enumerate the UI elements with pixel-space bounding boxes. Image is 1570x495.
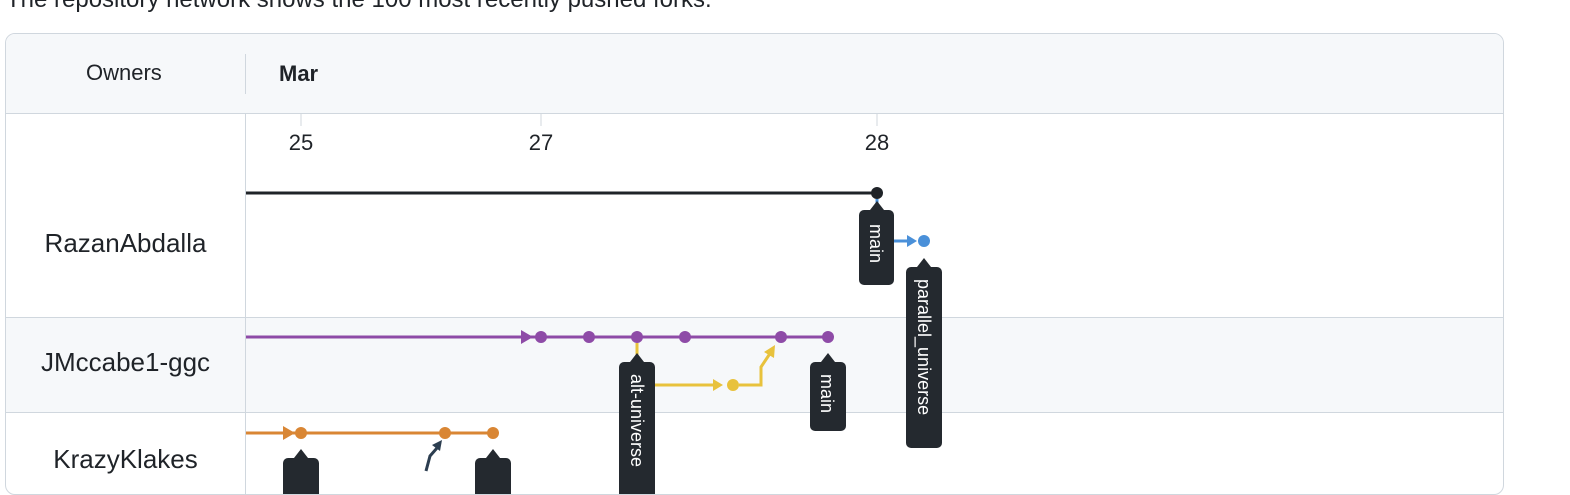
jm-main-tag-pointer	[821, 353, 835, 362]
day-label-28: 28	[865, 130, 889, 155]
owner-name-razanabdalla[interactable]: RazanAbdalla	[44, 228, 207, 258]
razan-parallel-tag-label: parallel_universe	[913, 279, 934, 415]
razan-main-tag[interactable]: main	[859, 201, 894, 285]
krazy-main-arrow	[283, 426, 295, 440]
jm-alt-fork-arrow	[713, 379, 723, 391]
krazy-tag-a-box	[283, 458, 319, 494]
jm-commit[interactable]	[775, 331, 787, 343]
jm-commit[interactable]	[583, 331, 595, 343]
day-label-27: 27	[529, 130, 553, 155]
razan-parallel-tag[interactable]: parallel_universe	[906, 258, 942, 448]
krazy-commit[interactable]	[487, 427, 499, 439]
jm-alt-tag[interactable]: alt-universe	[619, 353, 655, 495]
razan-main-tag-pointer	[870, 201, 884, 210]
krazy-tag-b-pointer	[486, 449, 500, 458]
jm-alt-tag-pointer	[630, 353, 644, 362]
jm-main-tag[interactable]: main	[810, 353, 846, 431]
owners-column-border	[245, 114, 246, 494]
owner-name-jmccabe1-ggc[interactable]: JMccabe1-ggc	[40, 347, 211, 377]
krazy-tag-a[interactable]	[283, 449, 319, 495]
jm-main-tag-box	[810, 362, 846, 431]
razan-parallel-tag-pointer	[917, 258, 931, 267]
krazy-commit[interactable]	[439, 427, 451, 439]
razan-main-commit[interactable]	[871, 187, 883, 199]
krazy-tag-b[interactable]	[475, 449, 511, 495]
razan-parallel-tag-box	[906, 267, 942, 448]
network-header: Owners Mar	[6, 34, 1503, 114]
commit-graph: 25 27 28 main parallel_universe	[246, 114, 942, 495]
krazy-merge-line	[424, 447, 439, 472]
jm-main-arrow	[521, 330, 533, 344]
jm-commit[interactable]	[535, 331, 547, 343]
owner-name-krazyklakes[interactable]: KrazyKlakes	[53, 444, 198, 474]
krazy-merge-arrow	[432, 440, 442, 451]
owner-row-jmccabe1-ggc: JMccabe1-ggc	[6, 317, 1503, 413]
krazy-commit[interactable]	[295, 427, 307, 439]
jm-alt-commit[interactable]	[727, 379, 739, 391]
owner-row-razanabdalla: RazanAbdalla	[6, 114, 1503, 317]
jm-alt-tag-box	[619, 362, 655, 494]
razan-main-tag-label: main	[866, 224, 886, 263]
jm-alt-merge-line	[739, 351, 773, 387]
day-label-25: 25	[289, 130, 313, 155]
razan-main-tag-box	[859, 210, 894, 285]
network-description: The repository network shows the 100 mos…	[6, 0, 712, 14]
krazy-tag-a-pointer	[294, 449, 308, 458]
jm-alt-tag-label: alt-universe	[627, 374, 647, 467]
owners-column-header: Owners	[86, 60, 162, 85]
month-label: Mar	[279, 61, 319, 86]
jm-commit[interactable]	[631, 331, 643, 343]
header-divider	[245, 54, 246, 94]
razan-fork-arrow	[907, 235, 917, 247]
jm-alt-merge-arrow	[764, 345, 775, 358]
network-graph-panel: Owners Mar RazanAbdalla JMccabe1-ggc Kra…	[5, 33, 1504, 495]
jm-commit[interactable]	[679, 331, 691, 343]
jm-main-tag-label: main	[817, 374, 837, 413]
razan-parallel-commit[interactable]	[918, 235, 930, 247]
owner-row-krazyklakes: KrazyKlakes	[6, 412, 1503, 494]
krazy-tag-b-box	[475, 458, 511, 494]
jm-commit[interactable]	[822, 331, 834, 343]
